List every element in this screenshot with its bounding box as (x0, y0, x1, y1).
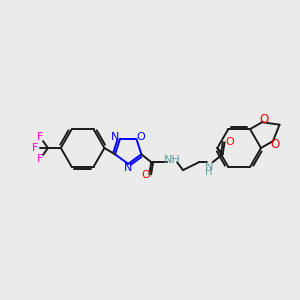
Text: H: H (205, 167, 212, 177)
Text: NH: NH (164, 155, 181, 165)
Text: O: O (225, 137, 234, 147)
Text: F: F (37, 132, 43, 142)
Text: O: O (136, 132, 145, 142)
Text: O: O (270, 138, 280, 151)
Text: O: O (260, 113, 269, 126)
Text: N: N (124, 163, 132, 173)
Text: F: F (37, 154, 43, 164)
Text: N: N (111, 132, 119, 142)
Text: N: N (205, 162, 213, 172)
Text: O: O (141, 170, 150, 180)
Text: F: F (32, 143, 38, 153)
